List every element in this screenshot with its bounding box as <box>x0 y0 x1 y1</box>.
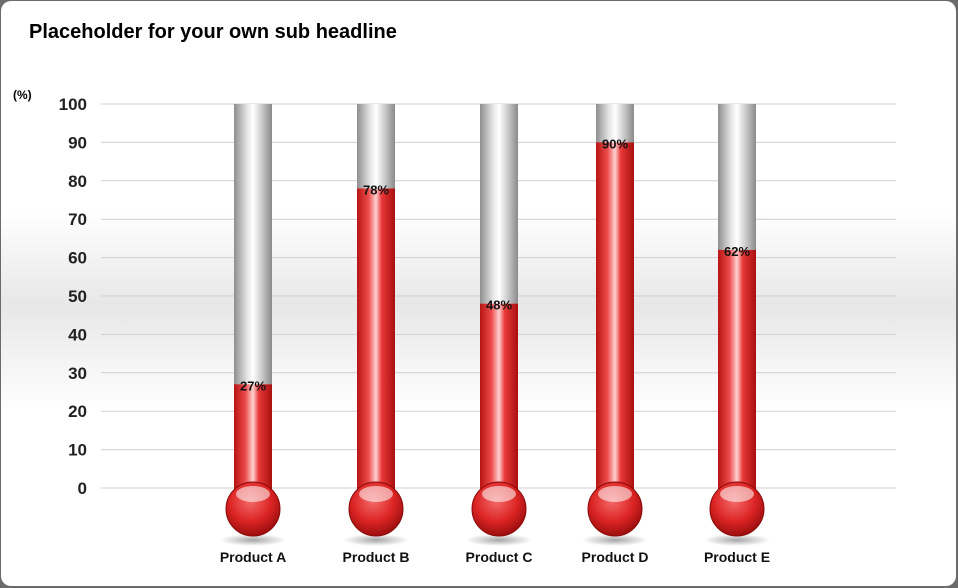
y-axis-unit-label: (%) <box>13 88 32 102</box>
y-tick-label: 60 <box>68 249 87 268</box>
bar-product-d <box>596 142 634 509</box>
y-tick-label: 50 <box>68 287 87 306</box>
bar-product-c <box>480 303 518 509</box>
category-label: Product C <box>466 549 533 565</box>
bulb-shadow <box>343 534 409 546</box>
bulb-highlight <box>720 486 754 502</box>
bulb-highlight <box>236 486 270 502</box>
y-tick-label: 100 <box>59 95 87 114</box>
y-tick-label: 80 <box>68 172 87 191</box>
bulb-highlight <box>482 486 516 502</box>
data-label: 90% <box>602 136 628 151</box>
data-label: 27% <box>240 378 266 393</box>
y-tick-label: 30 <box>68 364 87 383</box>
bulb-shadow <box>582 534 648 546</box>
category-label: Product D <box>582 549 649 565</box>
category-label: Product E <box>704 549 770 565</box>
category-label: Product A <box>220 549 286 565</box>
y-tick-label: 0 <box>78 479 87 498</box>
y-tick-label: 20 <box>68 402 87 421</box>
y-tick-label: 10 <box>68 441 87 460</box>
data-label: 48% <box>486 298 512 313</box>
y-tick-label: 90 <box>68 133 87 152</box>
bulb-highlight <box>359 486 393 502</box>
bulb-highlight <box>598 486 632 502</box>
bulb-shadow <box>466 534 532 546</box>
y-tick-label: 40 <box>68 325 87 344</box>
y-tick-label: 70 <box>68 210 87 229</box>
data-label: 62% <box>724 244 750 259</box>
bar-product-b <box>357 188 395 510</box>
data-label: 78% <box>363 182 389 197</box>
bulb-shadow <box>220 534 286 546</box>
category-label: Product B <box>343 549 410 565</box>
chart-title: Placeholder for your own sub headline <box>29 21 397 43</box>
bulb-shadow <box>704 534 770 546</box>
bar-product-e <box>718 249 756 510</box>
